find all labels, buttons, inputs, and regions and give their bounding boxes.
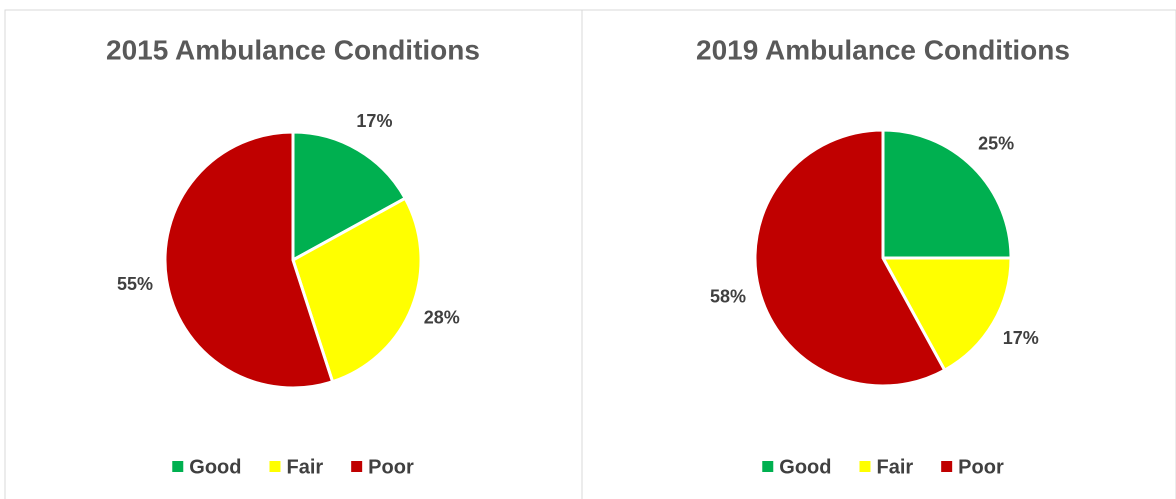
data-label: 28%: [424, 308, 460, 328]
legend-label: Fair: [286, 456, 323, 478]
legend-swatch: [269, 461, 281, 472]
pie-slice: [291, 130, 408, 263]
data-label: 17%: [1003, 328, 1039, 348]
legend-label: Fair: [876, 456, 913, 478]
pie-slice: [880, 256, 1013, 373]
legend-swatch: [859, 461, 871, 472]
data-label: 17%: [356, 111, 392, 131]
pie-slice: [753, 128, 947, 388]
data-label: 58%: [710, 287, 746, 307]
data-label: 55%: [117, 274, 153, 294]
legend-swatch: [941, 461, 953, 472]
legend-swatch: [172, 461, 184, 472]
legend-swatch: [351, 461, 363, 472]
legend-swatch: [762, 461, 774, 472]
legend-label: Good: [779, 456, 831, 478]
pie-slice: [291, 196, 423, 384]
legend-label: Poor: [368, 456, 414, 478]
chart-title: 2019 Ambulance Conditions: [696, 34, 1070, 65]
data-label: 25%: [978, 134, 1014, 154]
legend-label: Poor: [958, 456, 1004, 478]
pie-slice: [881, 128, 1013, 260]
pie-slice: [163, 130, 335, 390]
chart-title: 2015 Ambulance Conditions: [106, 34, 480, 65]
legend-label: Good: [189, 456, 241, 478]
